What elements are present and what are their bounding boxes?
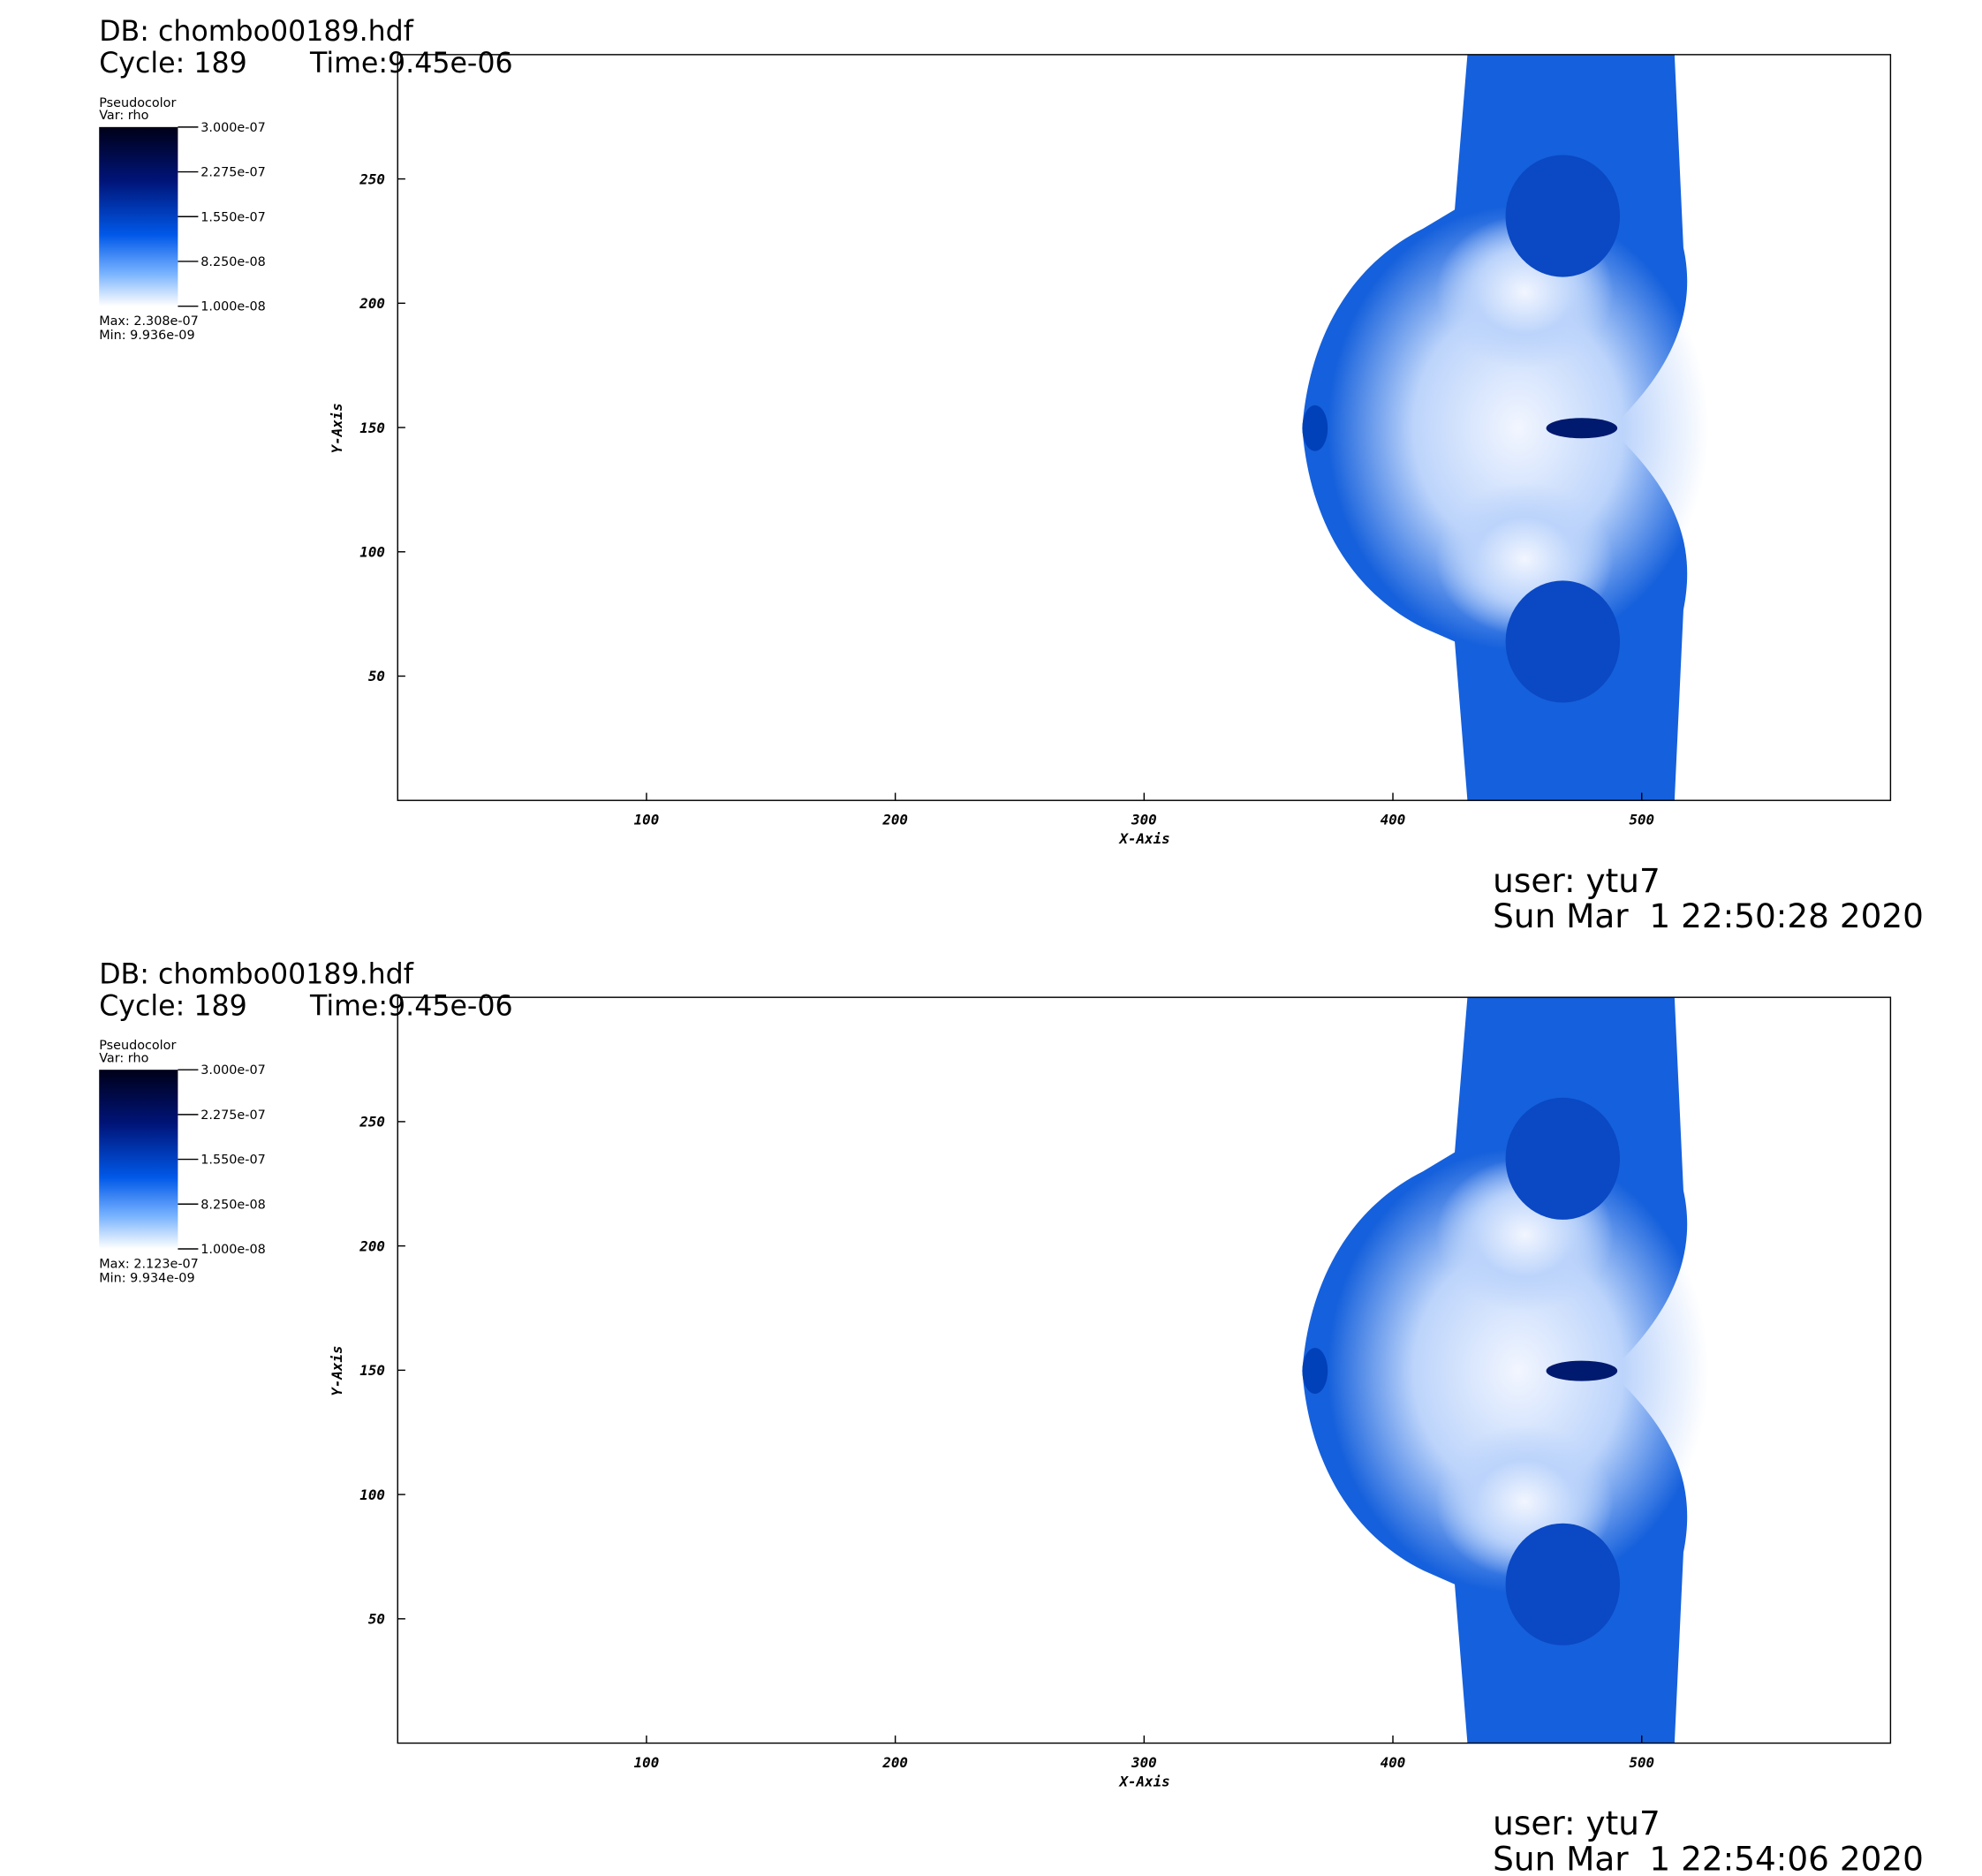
y-tick-label: 150 <box>359 1362 385 1379</box>
y-axis-label: Y-Axis <box>329 1346 345 1396</box>
x-tick-label: 300 <box>1131 812 1157 828</box>
max-label: Max: 2.123e-07 <box>99 1258 199 1272</box>
y-tick-label: 100 <box>359 544 385 561</box>
dense-core <box>1546 1360 1618 1381</box>
colorbar-label: 2.275e-07 <box>200 1108 265 1123</box>
db-label: DB: chombo00189.hdf <box>99 16 414 48</box>
light-region <box>1328 1148 1709 1593</box>
dense-core <box>1546 418 1618 439</box>
time-label: Time:9.45e-06 <box>309 48 513 79</box>
date-label: Sun Mar 1 22:54:06 2020 <box>1493 1839 1924 1876</box>
dense-core <box>1302 405 1328 451</box>
y-axis-label: Y-Axis <box>329 403 345 453</box>
colorbar-label: 2.275e-07 <box>200 166 265 180</box>
x-tick-label: 300 <box>1131 1754 1157 1771</box>
db-label: DB: chombo00189.hdf <box>99 958 414 990</box>
x-tick-label: 100 <box>634 1754 660 1771</box>
colorbar-label: 1.000e-08 <box>200 1243 265 1257</box>
light-region <box>1328 206 1709 651</box>
colorbar <box>99 1070 178 1249</box>
vortex <box>1505 580 1621 703</box>
y-tick-label: 200 <box>359 295 385 312</box>
y-tick-label: 50 <box>368 668 385 685</box>
time-label: Time:9.45e-06 <box>309 990 513 1022</box>
colorbar-label: 1.550e-07 <box>200 1154 265 1168</box>
x-tick-label: 500 <box>1629 1754 1654 1771</box>
user-label: user: ytu7 <box>1493 861 1660 900</box>
x-axis-label: X-Axis <box>1117 1773 1169 1789</box>
y-tick-label: 50 <box>368 1611 385 1628</box>
min-label: Min: 9.934e-09 <box>99 1271 194 1285</box>
date-label: Sun Mar 1 22:50:28 2020 <box>1493 896 1924 935</box>
cycle-label: Cycle: 189 <box>99 990 247 1022</box>
dense-core <box>1302 1348 1328 1394</box>
x-tick-label: 500 <box>1629 812 1654 828</box>
vortex <box>1505 155 1621 277</box>
x-tick-label: 200 <box>881 1754 908 1771</box>
colorbar-label: 3.000e-07 <box>200 121 265 135</box>
x-tick-label: 400 <box>1381 1754 1406 1771</box>
cycle-label: Cycle: 189 <box>99 48 247 79</box>
vortex <box>1505 1097 1621 1220</box>
legend-title: Pseudocolor <box>99 1039 176 1053</box>
y-tick-label: 100 <box>359 1486 385 1503</box>
legend-variable: Var: rho <box>99 109 148 123</box>
y-tick-label: 200 <box>359 1237 385 1254</box>
max-label: Max: 2.308e-07 <box>99 314 199 329</box>
colorbar-label: 3.000e-07 <box>200 1063 265 1078</box>
x-tick-label: 400 <box>1381 812 1406 828</box>
colorbar-label: 1.550e-07 <box>200 210 265 224</box>
min-label: Min: 9.936e-09 <box>99 329 194 343</box>
user-label: user: ytu7 <box>1493 1804 1660 1842</box>
x-tick-label: 200 <box>881 812 908 828</box>
colorbar-label: 8.250e-08 <box>200 1198 265 1212</box>
vortex <box>1505 1523 1621 1645</box>
y-tick-label: 250 <box>359 1114 385 1131</box>
x-axis-label: X-Axis <box>1117 830 1169 847</box>
x-tick-label: 100 <box>634 812 660 828</box>
legend-title: Pseudocolor <box>99 96 176 110</box>
legend-variable: Var: rho <box>99 1052 148 1066</box>
colorbar <box>99 126 178 306</box>
colorbar-label: 8.250e-08 <box>200 255 265 269</box>
y-tick-label: 150 <box>359 420 385 436</box>
y-tick-label: 250 <box>359 170 385 187</box>
colorbar-label: 1.000e-08 <box>200 300 265 314</box>
